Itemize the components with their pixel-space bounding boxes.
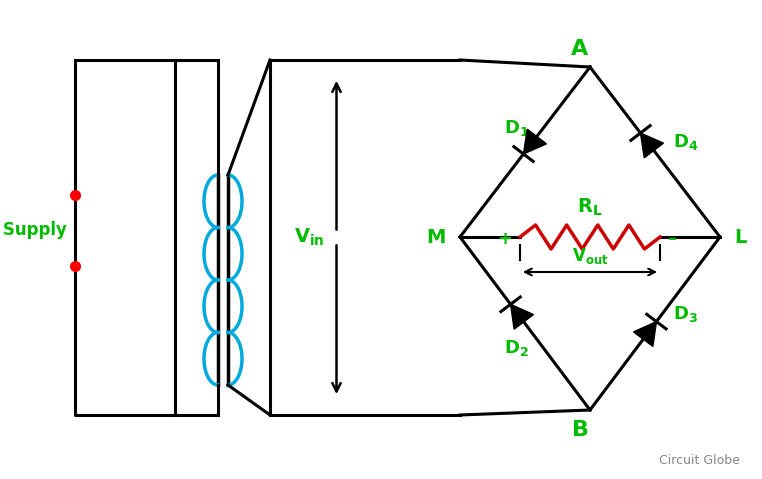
Text: +: + (497, 230, 512, 248)
Text: A: A (572, 39, 588, 59)
Text: $\mathbf{V_{out}}$: $\mathbf{V_{out}}$ (572, 246, 608, 266)
Polygon shape (511, 304, 533, 329)
Text: AC Supply: AC Supply (0, 221, 67, 240)
Text: $\mathbf{D_3}$: $\mathbf{D_3}$ (673, 304, 698, 323)
Text: B: B (572, 420, 588, 440)
Text: L: L (734, 228, 746, 247)
Text: $\mathbf{D_1}$: $\mathbf{D_1}$ (504, 118, 529, 138)
Text: M: M (427, 228, 446, 247)
Text: $\mathbf{D_2}$: $\mathbf{D_2}$ (504, 338, 529, 358)
Polygon shape (633, 321, 656, 346)
Polygon shape (641, 133, 664, 158)
Polygon shape (523, 129, 546, 154)
Text: $\mathbf{D_4}$: $\mathbf{D_4}$ (673, 132, 698, 152)
Text: $\mathbf{V_{in}}$: $\mathbf{V_{in}}$ (294, 227, 325, 248)
Text: Circuit Globe: Circuit Globe (659, 454, 740, 467)
Text: –: – (668, 230, 677, 248)
Text: $\mathbf{R_L}$: $\mathbf{R_L}$ (578, 196, 603, 217)
